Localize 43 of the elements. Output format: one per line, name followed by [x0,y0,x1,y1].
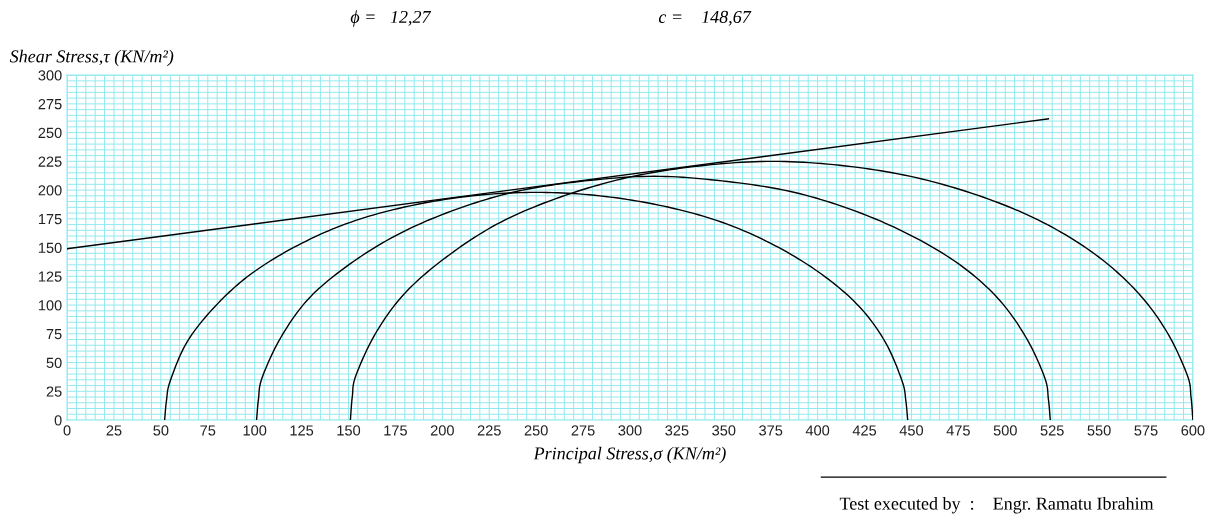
x-tick-label: 250 [524,425,548,436]
y-axis-title: Shear Stress,τ (KN/m²) [9,49,174,67]
x-tick-label: 425 [852,425,877,436]
x-tick-label: 25 [106,425,122,436]
x-tick-label: 275 [571,425,595,436]
x-tick-label: 300 [618,425,642,436]
x-tick-label: 200 [430,425,454,436]
x-tick-label: 500 [993,425,1017,436]
y-tick-label: 225 [38,156,62,167]
x-tick-label: 150 [337,425,361,436]
x-tick-label: 400 [805,425,830,436]
x-axis-title: Principal Stress,σ (KN/m²) [533,446,726,464]
x-tick-label: 375 [759,425,783,436]
y-tick-label: 300 [38,70,62,81]
y-tick-label: 50 [46,357,62,368]
x-tick-label: 575 [1134,425,1158,436]
x-tick-label: 125 [290,425,314,436]
y-tick-label: 75 [46,329,62,340]
x-tick-label: 550 [1087,425,1111,436]
text: ϕ = 12,27 [350,10,432,27]
y-tick-label: 125 [38,271,62,282]
x-tick-label: 600 [1181,425,1205,436]
x-tick-label: 525 [1040,425,1064,436]
x-tick-label: 75 [200,425,216,436]
y-tick-label: 250 [38,127,62,139]
y-tick-label: 175 [38,214,62,225]
y-tick-label: 150 [38,242,62,253]
y-tick-label: 100 [38,300,62,311]
text: c = 148,67 [658,10,752,26]
y-tick-label: 200 [38,185,62,196]
x-tick-label: 175 [384,425,407,436]
x-tick-label: 325 [665,425,689,436]
x-tick-label: 50 [153,425,169,436]
text: Test executed by : Engr. Ramatu Ibrahim [839,496,1154,514]
x-tick-label: 100 [243,425,267,436]
y-tick-label: 0 [54,415,62,426]
x-tick-label: 350 [712,425,736,436]
y-tick-label: 25 [46,386,62,397]
x-tick-label: 0 [63,425,71,436]
x-tick-label: 225 [477,425,501,436]
y-tick-label: 275 [38,98,62,110]
x-tick-label: 475 [946,425,970,436]
x-tick-label: 450 [899,425,924,436]
